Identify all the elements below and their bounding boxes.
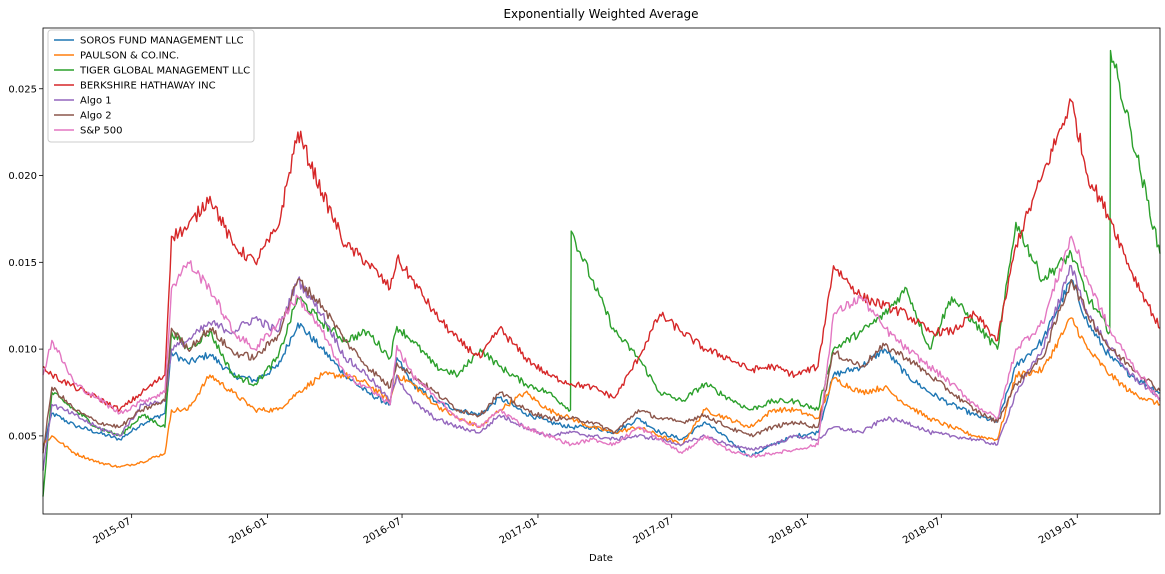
series-line-5 (42, 264, 1161, 471)
y-tick-label: 0.020 (8, 171, 37, 182)
x-tick-label: 2017-07 (631, 516, 673, 546)
x-tick-label: 2015-07 (91, 516, 133, 546)
y-tick-label: 0.005 (8, 431, 37, 442)
legend: SOROS FUND MANAGEMENT LLC PAULSON & CO.IN… (47, 29, 255, 143)
legend-label: Algo 2 (80, 111, 112, 122)
x-tick-label: 2018-01 (767, 516, 809, 546)
series-line-2 (42, 317, 1161, 468)
series-lines (42, 49, 1161, 497)
series-line-6 (42, 278, 1161, 454)
series-line-7 (42, 235, 1161, 458)
x-axis: 2015-07 2016-01 2016-07 2017-01 2017-07 2018-… (91, 514, 1079, 546)
x-tick-label: 2018-07 (901, 516, 943, 546)
series-line-3 (42, 49, 1161, 497)
legend-label: BERKSHIRE HATHAWAY INC (80, 81, 216, 92)
legend-label: S&P 500 (80, 126, 122, 137)
y-tick-label: 0.015 (8, 258, 37, 269)
series-line-4 (42, 98, 1161, 413)
x-tick-label: 2016-01 (227, 516, 269, 546)
plot-frame (42, 27, 1161, 515)
y-tick-label: 0.010 (8, 345, 37, 356)
legend-label: SOROS FUND MANAGEMENT LLC (80, 36, 244, 47)
y-axis: 0.005 0.010 0.015 0.020 0.025 (8, 84, 43, 442)
legend-label: Algo 1 (80, 96, 112, 107)
x-tick-label: 2016-07 (362, 516, 404, 546)
x-axis-label: Date (589, 553, 613, 564)
legend-label: PAULSON & CO.INC. (80, 51, 179, 62)
x-tick-label: 2017-01 (498, 516, 540, 546)
legend-box (47, 29, 255, 143)
y-tick-label: 0.025 (8, 84, 37, 95)
x-tick-label: 2019-01 (1037, 516, 1079, 546)
legend-label: TIGER GLOBAL MANAGEMENT LLC (79, 66, 250, 77)
chart-title: Exponentially Weighted Average (503, 7, 698, 21)
